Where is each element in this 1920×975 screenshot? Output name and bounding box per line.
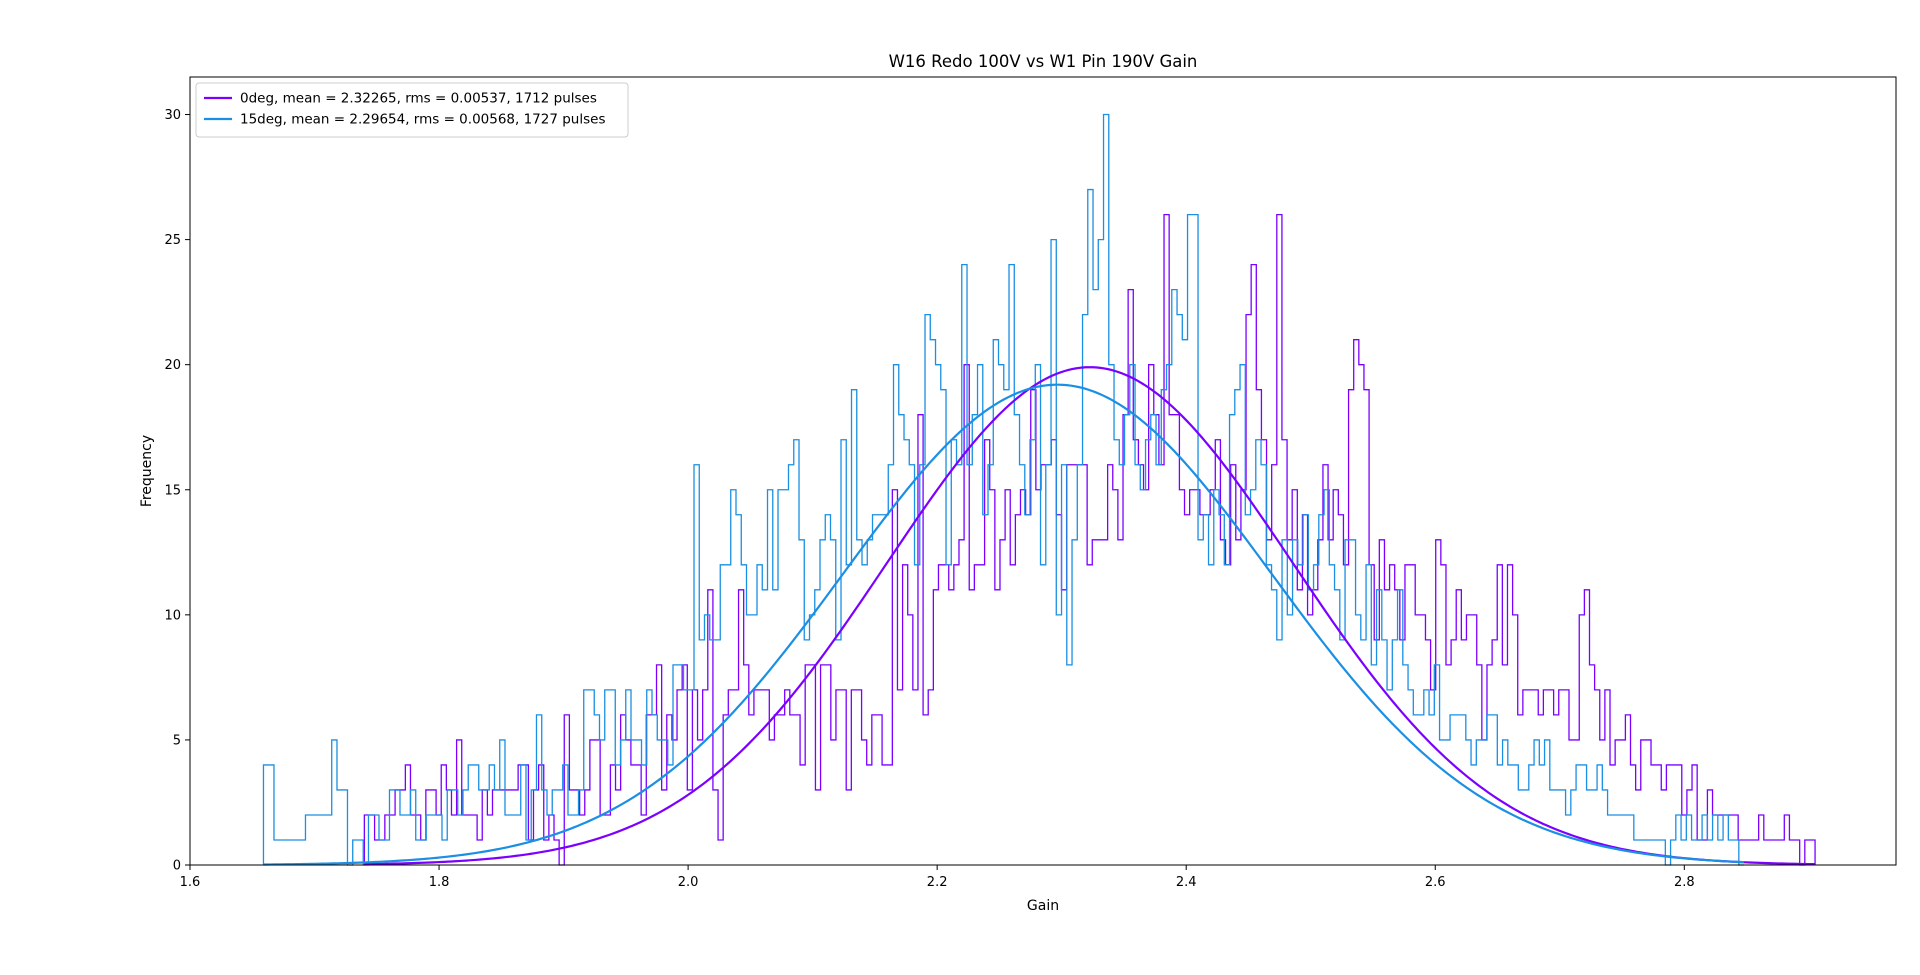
- x-tick-label: 1.6: [180, 875, 201, 890]
- series-layer: [262, 113, 1816, 866]
- y-tick-label: 20: [164, 358, 181, 373]
- legend-box: [195, 82, 629, 138]
- x-tick-label: 2.0: [678, 875, 699, 890]
- histogram-series-0: [363, 213, 1816, 866]
- x-axis: 1.6 1.8 2.0 2.2 2.4 2.6 2.8: [180, 865, 1695, 890]
- x-tick-label: 2.2: [927, 875, 948, 890]
- legend-entry-1: 15deg, mean = 2.29654, rms = 0.00568, 17…: [240, 112, 606, 128]
- y-axis: 0 5 10 15 20 25 30: [164, 108, 190, 874]
- legend: 0deg, mean = 2.32265, rms = 0.00537, 171…: [195, 82, 629, 138]
- y-tick-label: 30: [164, 108, 181, 123]
- x-axis-label: Gain: [1027, 898, 1059, 914]
- fit-curve-1: [263, 383, 1745, 866]
- histogram-series-1: [262, 113, 1745, 866]
- y-tick-label: 0: [173, 859, 181, 874]
- y-tick-label: 5: [173, 733, 181, 748]
- chart-title: W16 Redo 100V vs W1 Pin 190V Gain: [889, 52, 1198, 71]
- y-axis-label: Frequency: [139, 435, 155, 507]
- legend-entry-0: 0deg, mean = 2.32265, rms = 0.00537, 171…: [240, 91, 597, 107]
- x-tick-label: 1.8: [429, 875, 450, 890]
- y-tick-label: 10: [164, 608, 181, 623]
- x-tick-label: 2.4: [1176, 875, 1197, 890]
- fit-curve-0: [364, 366, 1816, 866]
- y-tick-label: 15: [164, 483, 181, 498]
- plot-frame: [189, 76, 1897, 866]
- x-tick-label: 2.8: [1674, 875, 1695, 890]
- x-tick-label: 2.6: [1425, 875, 1446, 890]
- fit-layer: [263, 366, 1816, 866]
- y-tick-label: 25: [164, 233, 181, 248]
